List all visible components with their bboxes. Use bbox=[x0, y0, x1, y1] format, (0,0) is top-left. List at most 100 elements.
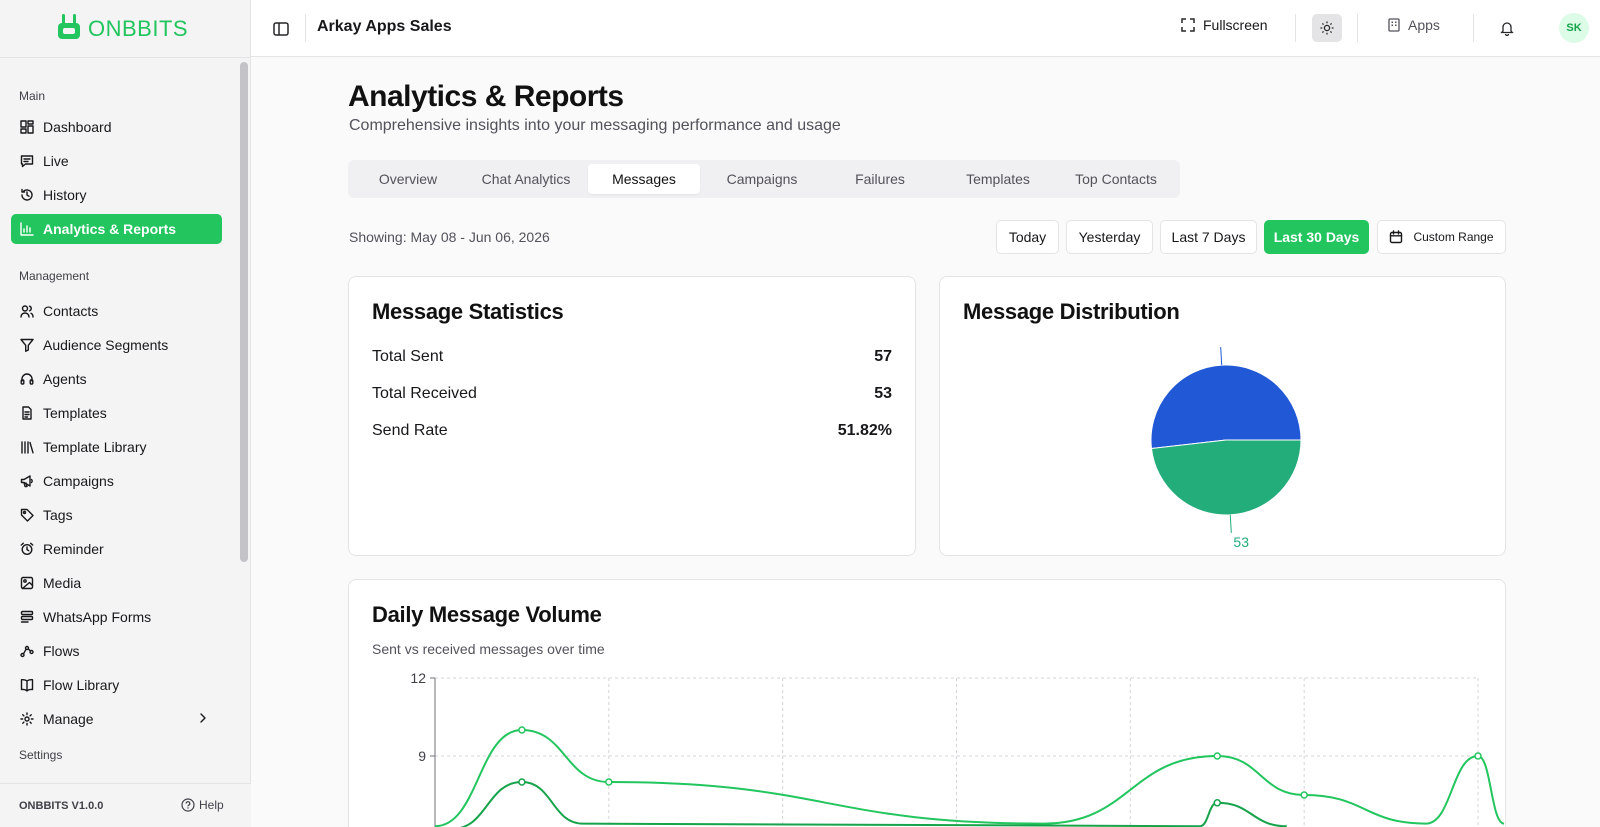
date-range-display: Showing: May 08 - Jun 06, 2026 bbox=[349, 229, 550, 245]
sidebar-toggle-icon[interactable] bbox=[271, 19, 291, 39]
sidebar-item-label: Tags bbox=[43, 507, 73, 523]
building-icon bbox=[1388, 18, 1400, 32]
sidebar-item-whatsapp-forms[interactable]: WhatsApp Forms bbox=[11, 602, 222, 632]
range-custom-range-button[interactable]: Custom Range bbox=[1377, 220, 1506, 254]
sidebar-item-live[interactable]: Live bbox=[11, 146, 222, 176]
stat-label: Total Received bbox=[372, 385, 477, 402]
user-avatar[interactable]: SK bbox=[1559, 13, 1589, 43]
data-point[interactable] bbox=[1300, 791, 1308, 799]
book-icon bbox=[20, 678, 34, 692]
sidebar-item-audience-segments[interactable]: Audience Segments bbox=[11, 330, 222, 360]
stat-row-send-rate: Send Rate 51.82% bbox=[372, 422, 892, 440]
sidebar-item-manage[interactable]: Manage bbox=[11, 704, 222, 734]
divider bbox=[305, 14, 306, 42]
top-bar: Arkay Apps Sales Fullscreen Apps SK bbox=[251, 0, 1600, 57]
sidebar-item-media[interactable]: Media bbox=[11, 568, 222, 598]
tab-messages[interactable]: Messages bbox=[588, 164, 700, 194]
sidebar-item-template-library[interactable]: Template Library bbox=[11, 432, 222, 462]
range-label: Yesterday bbox=[1078, 229, 1141, 245]
tab-top-contacts[interactable]: Top Contacts bbox=[1075, 171, 1157, 187]
data-point[interactable] bbox=[1474, 752, 1482, 760]
card-subtitle: Sent vs received messages over time bbox=[372, 641, 605, 657]
distribution-pie-chart: 53 bbox=[1150, 347, 1302, 550]
sidebar-item-flow-library[interactable]: Flow Library bbox=[11, 670, 222, 700]
sidebar-item-label: Reminder bbox=[43, 541, 104, 557]
fullscreen-label: Fullscreen bbox=[1203, 17, 1268, 33]
expand-chevron bbox=[196, 711, 210, 728]
tag-icon bbox=[20, 508, 34, 522]
image-icon bbox=[20, 576, 34, 590]
sidebar-item-campaigns[interactable]: Campaigns bbox=[11, 466, 222, 496]
sidebar-item-label: Contacts bbox=[43, 303, 99, 319]
data-point[interactable] bbox=[605, 778, 613, 786]
sidebar-item-dashboard[interactable]: Dashboard bbox=[11, 112, 222, 142]
data-point[interactable] bbox=[518, 726, 526, 734]
range-last-30-days-button[interactable]: Last 30 Days bbox=[1264, 220, 1369, 254]
history-icon bbox=[21, 188, 33, 201]
theme-toggle-button[interactable] bbox=[1312, 14, 1342, 42]
message-statistics-card: Message Statistics Total Sent 57 Total Rec… bbox=[348, 276, 916, 556]
tab-failures[interactable]: Failures bbox=[855, 171, 905, 187]
sidebar-item-reminder[interactable]: Reminder bbox=[11, 534, 222, 564]
sidebar-scrollbar[interactable] bbox=[240, 62, 248, 562]
tab-campaigns[interactable]: Campaigns bbox=[726, 171, 798, 187]
help-label: Help bbox=[199, 798, 224, 812]
divider bbox=[1295, 14, 1296, 42]
alarm-icon bbox=[20, 542, 34, 556]
sidebar-item-analytics-reports[interactable]: Analytics & Reports bbox=[11, 214, 222, 244]
data-point[interactable] bbox=[518, 778, 526, 786]
pie-slice[interactable] bbox=[1150, 364, 1302, 450]
stat-label: Total Sent bbox=[372, 348, 444, 365]
range-today-button[interactable]: Today bbox=[996, 220, 1059, 254]
app-version: ONBBITS V1.0.0 bbox=[19, 800, 104, 812]
sidebar-item-templates[interactable]: Templates bbox=[11, 398, 222, 428]
tab-templates[interactable]: Templates bbox=[966, 171, 1030, 187]
help-link[interactable]: Help bbox=[181, 798, 224, 812]
sidebar-item-flows[interactable]: Flows bbox=[11, 636, 222, 666]
sidebar-item-history[interactable]: History bbox=[11, 180, 222, 210]
tab-chat-analytics[interactable]: Chat Analytics bbox=[481, 171, 571, 187]
sidebar-item-label: WhatsApp Forms bbox=[43, 609, 152, 625]
sidebar-item-contacts[interactable]: Contacts bbox=[11, 296, 222, 326]
stat-value: 53 bbox=[874, 385, 892, 402]
range-label: Last 7 Days bbox=[1171, 229, 1246, 245]
pie-leader-line bbox=[1229, 514, 1232, 533]
document-icon bbox=[22, 406, 32, 420]
range-last-7-days-button[interactable]: Last 7 Days bbox=[1160, 220, 1257, 254]
data-point[interactable] bbox=[1213, 752, 1221, 760]
bell-icon[interactable] bbox=[1500, 20, 1514, 41]
sidebar-item-label: Agents bbox=[43, 371, 87, 387]
y-tick-label: 9 bbox=[418, 748, 426, 764]
filter-icon bbox=[20, 338, 34, 352]
workspace-title: Arkay Apps Sales bbox=[317, 18, 452, 35]
users-icon bbox=[20, 305, 34, 318]
pie-slice[interactable] bbox=[1150, 439, 1302, 516]
sidebar-item-label: Analytics & Reports bbox=[43, 221, 177, 237]
brand-logo[interactable]: ONBBITS bbox=[56, 12, 188, 46]
sidebar-item-tags[interactable]: Tags bbox=[11, 500, 222, 530]
data-point[interactable] bbox=[1213, 799, 1221, 807]
gear-icon bbox=[20, 712, 34, 726]
sidebar-item-agents[interactable]: Agents bbox=[11, 364, 222, 394]
help-circle-icon bbox=[181, 798, 195, 812]
range-yesterday-button[interactable]: Yesterday bbox=[1066, 220, 1153, 254]
daily-volume-card: Daily Message Volume Sent vs received me… bbox=[348, 579, 1506, 827]
chat-icon bbox=[20, 155, 34, 168]
sidebar-item-label: Audience Segments bbox=[43, 337, 169, 353]
apps-label: Apps bbox=[1408, 17, 1440, 33]
sidebar-item-label: History bbox=[43, 187, 87, 203]
y-tick-label: 12 bbox=[410, 670, 426, 686]
fullscreen-button[interactable]: Fullscreen bbox=[1181, 17, 1268, 33]
range-label: Custom Range bbox=[1413, 230, 1494, 244]
pie-leader-line bbox=[1220, 347, 1223, 366]
stat-label: Send Rate bbox=[372, 422, 448, 439]
sidebar-item-label: Campaigns bbox=[43, 473, 114, 489]
robot-icon bbox=[56, 12, 82, 47]
pie-data-label: 53 bbox=[1233, 534, 1249, 550]
card-title: Message Distribution bbox=[963, 299, 1180, 324]
tab-overview[interactable]: Overview bbox=[378, 171, 438, 187]
sidebar: ONBBITS Main Dashboard Live History Analyti… bbox=[0, 0, 251, 827]
divider bbox=[1357, 14, 1358, 42]
brand-name: ONBBITS bbox=[88, 16, 189, 41]
apps-button[interactable]: Apps bbox=[1388, 17, 1440, 33]
